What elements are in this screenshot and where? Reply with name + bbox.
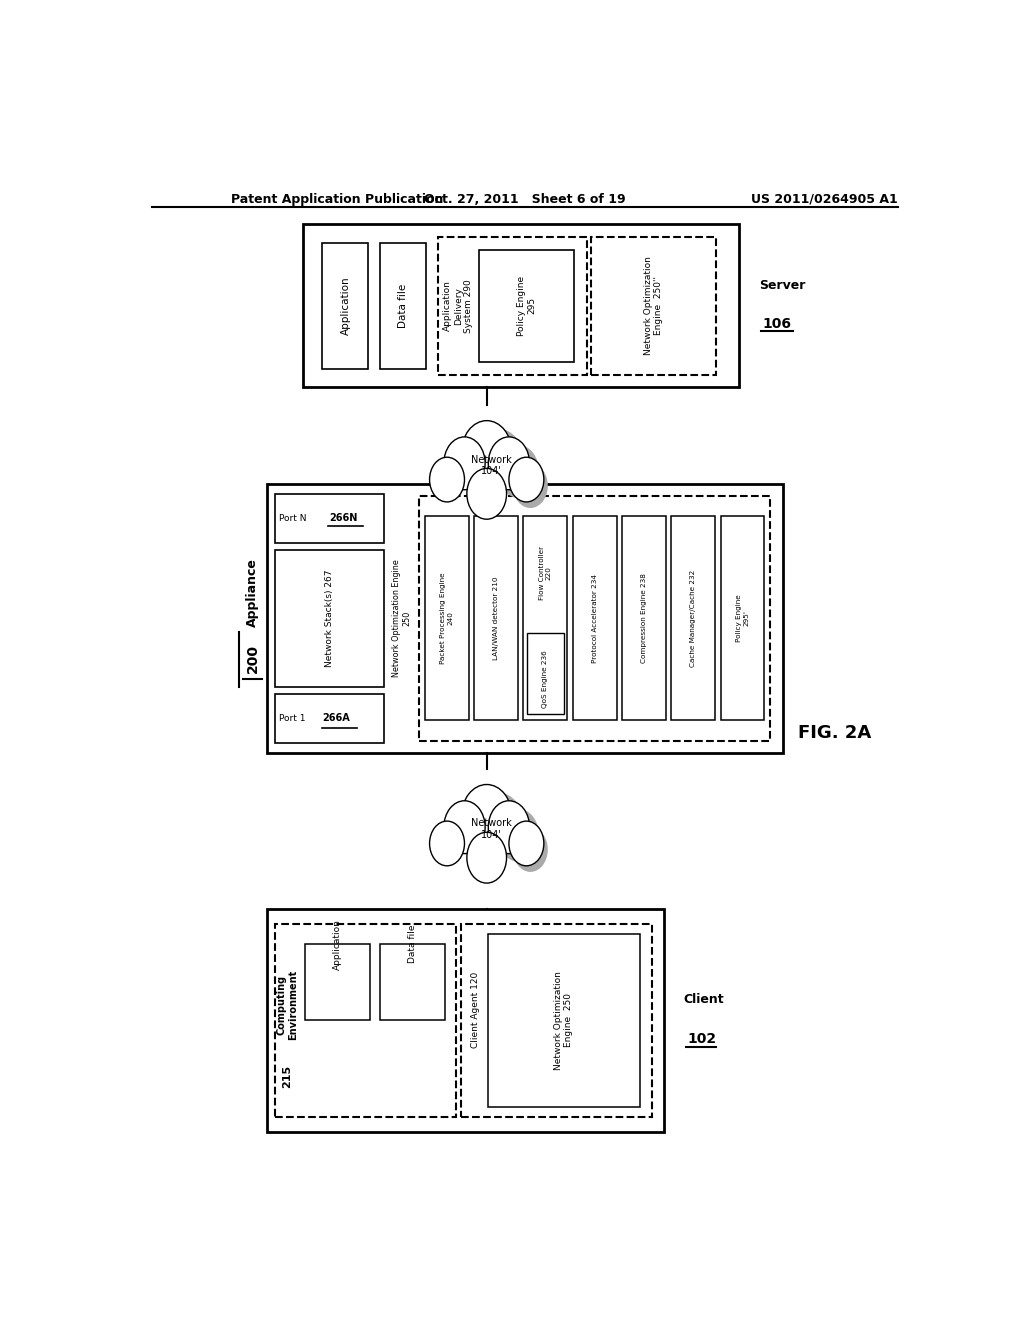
Text: Network
104': Network 104' xyxy=(471,818,512,840)
Circle shape xyxy=(461,784,512,850)
Text: Data file: Data file xyxy=(409,925,418,964)
Text: QoS Engine 236: QoS Engine 236 xyxy=(543,651,548,709)
Circle shape xyxy=(473,792,524,858)
Text: Application
Delivery
System 290: Application Delivery System 290 xyxy=(443,279,473,333)
Text: Policy Engine
295': Policy Engine 295' xyxy=(736,594,750,643)
FancyBboxPatch shape xyxy=(419,496,770,741)
FancyBboxPatch shape xyxy=(672,516,715,721)
FancyBboxPatch shape xyxy=(622,516,666,721)
FancyBboxPatch shape xyxy=(591,236,716,375)
Text: 102: 102 xyxy=(687,1032,717,1045)
Circle shape xyxy=(467,469,507,519)
Text: US 2011/0264905 A1: US 2011/0264905 A1 xyxy=(751,193,898,206)
Circle shape xyxy=(513,463,548,508)
Text: Patent Application Publication: Patent Application Publication xyxy=(231,193,443,206)
FancyBboxPatch shape xyxy=(425,516,469,721)
Text: Protocol Accelerator 234: Protocol Accelerator 234 xyxy=(592,574,598,663)
Text: Client: Client xyxy=(684,994,724,1006)
Text: 266N: 266N xyxy=(329,513,357,523)
FancyBboxPatch shape xyxy=(274,494,384,543)
Text: 200: 200 xyxy=(246,644,260,673)
Text: Port N: Port N xyxy=(279,513,312,523)
Text: 266A: 266A xyxy=(323,713,350,723)
FancyBboxPatch shape xyxy=(380,243,426,368)
Circle shape xyxy=(473,429,524,494)
Text: Network Optimization
Engine  250'': Network Optimization Engine 250'' xyxy=(644,256,664,355)
Text: Network Stack(s) 267: Network Stack(s) 267 xyxy=(325,569,334,667)
Text: Computing
Environment: Computing Environment xyxy=(276,970,298,1040)
Text: Network
104': Network 104' xyxy=(471,454,512,477)
FancyBboxPatch shape xyxy=(437,236,587,375)
FancyBboxPatch shape xyxy=(523,516,567,721)
FancyBboxPatch shape xyxy=(461,924,651,1117)
Circle shape xyxy=(461,421,512,486)
Text: Server: Server xyxy=(759,279,805,292)
Circle shape xyxy=(488,801,529,854)
Text: FIG. 2A: FIG. 2A xyxy=(798,723,871,742)
Circle shape xyxy=(498,809,539,862)
Text: Compression Engine 238: Compression Engine 238 xyxy=(641,573,647,663)
Circle shape xyxy=(513,828,548,873)
FancyBboxPatch shape xyxy=(274,549,384,686)
Circle shape xyxy=(430,457,465,502)
Text: Port 1: Port 1 xyxy=(279,714,311,723)
Circle shape xyxy=(509,457,544,502)
FancyBboxPatch shape xyxy=(267,483,782,752)
Text: Oct. 27, 2011   Sheet 6 of 19: Oct. 27, 2011 Sheet 6 of 19 xyxy=(424,193,626,206)
FancyBboxPatch shape xyxy=(572,516,616,721)
FancyBboxPatch shape xyxy=(303,224,739,387)
FancyBboxPatch shape xyxy=(479,249,574,362)
Circle shape xyxy=(443,437,485,490)
FancyBboxPatch shape xyxy=(380,944,445,1020)
Circle shape xyxy=(488,437,529,490)
FancyBboxPatch shape xyxy=(305,944,370,1020)
Circle shape xyxy=(498,445,539,498)
Text: Network Optimization
Engine  250: Network Optimization Engine 250 xyxy=(554,972,573,1069)
FancyBboxPatch shape xyxy=(474,516,518,721)
Text: Appliance: Appliance xyxy=(246,558,259,627)
Text: Application: Application xyxy=(340,276,350,335)
Text: Data file: Data file xyxy=(397,284,408,327)
FancyBboxPatch shape xyxy=(323,243,369,368)
Text: Cache Manager/Cache 232: Cache Manager/Cache 232 xyxy=(690,570,696,667)
Text: Network Optimization Engine
250: Network Optimization Engine 250 xyxy=(392,560,412,677)
Text: 106: 106 xyxy=(763,317,792,331)
FancyBboxPatch shape xyxy=(274,694,384,743)
Text: Policy Engine
295: Policy Engine 295 xyxy=(517,276,537,335)
FancyBboxPatch shape xyxy=(721,516,765,721)
Circle shape xyxy=(467,833,507,883)
Text: 215: 215 xyxy=(283,1065,293,1088)
FancyBboxPatch shape xyxy=(274,924,456,1117)
Text: LAN/WAN detector 210: LAN/WAN detector 210 xyxy=(493,577,499,660)
Text: Application: Application xyxy=(333,919,342,969)
Text: Client Agent 120: Client Agent 120 xyxy=(471,972,480,1048)
FancyBboxPatch shape xyxy=(267,908,664,1133)
Text: Packet Processing Engine
240: Packet Processing Engine 240 xyxy=(440,573,454,664)
Text: Flow Controller
220: Flow Controller 220 xyxy=(539,546,552,601)
Circle shape xyxy=(430,821,465,866)
FancyBboxPatch shape xyxy=(526,632,564,714)
Circle shape xyxy=(443,801,485,854)
Circle shape xyxy=(509,821,544,866)
FancyBboxPatch shape xyxy=(487,935,640,1106)
